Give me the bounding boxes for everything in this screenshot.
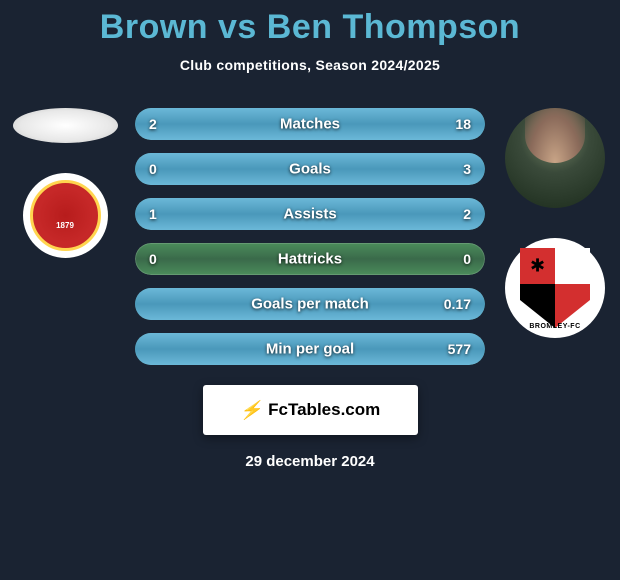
season-subtitle: Club competitions, Season 2024/2025 [0,57,620,73]
stat-value-right: 18 [455,116,471,132]
stat-bar: Min per goal 577 [135,333,485,365]
player-left-club-crest [23,173,108,258]
stat-value-left: 1 [149,206,157,222]
left-player-column [10,103,120,258]
stat-bars-container: Matches218Goals03Assists12Hattricks00Goa… [135,103,485,365]
comparison-title: Brown vs Ben Thompson [0,0,620,47]
stat-bar: Hattricks 0 0 [135,243,485,275]
stat-value-left: 2 [149,116,157,132]
stat-value-right: 2 [463,206,471,222]
stat-label: Assists [283,206,336,223]
club-right-tag: BROMLEY-FC [529,323,580,330]
stat-value-left: 0 [149,251,157,267]
source-site-label: FcTables.com [268,400,380,420]
snapshot-date: 29 december 2024 [0,453,620,470]
comparison-content: BROMLEY-FC Matches 2 18 Goals 0 3 Assists 1 2 Hat… [0,103,620,365]
stat-value-right: 577 [448,341,471,357]
shield-icon [520,248,590,328]
stat-value-right: 3 [463,161,471,177]
stat-label: Min per goal [266,341,354,358]
stat-label: Goals [289,161,331,178]
stat-bar: Goals 0 3 [135,153,485,185]
player-left-avatar [13,108,118,143]
right-player-column: BROMLEY-FC [500,103,610,338]
stat-bar: Goals per match 0.17 [135,288,485,320]
player-right-avatar [505,108,605,208]
stat-label: Hattricks [278,251,342,268]
fctables-logo-icon: ⚡ [240,400,262,421]
stat-value-right: 0.17 [444,296,471,312]
stat-label: Matches [280,116,340,133]
stat-value-right: 0 [463,251,471,267]
stat-bar: Assists 1 2 [135,198,485,230]
stat-value-left: 0 [149,161,157,177]
player-right-club-crest: BROMLEY-FC [505,238,605,338]
stat-bar: Matches 2 18 [135,108,485,140]
source-badge: ⚡ FcTables.com [203,385,418,435]
stat-label: Goals per match [251,296,369,313]
